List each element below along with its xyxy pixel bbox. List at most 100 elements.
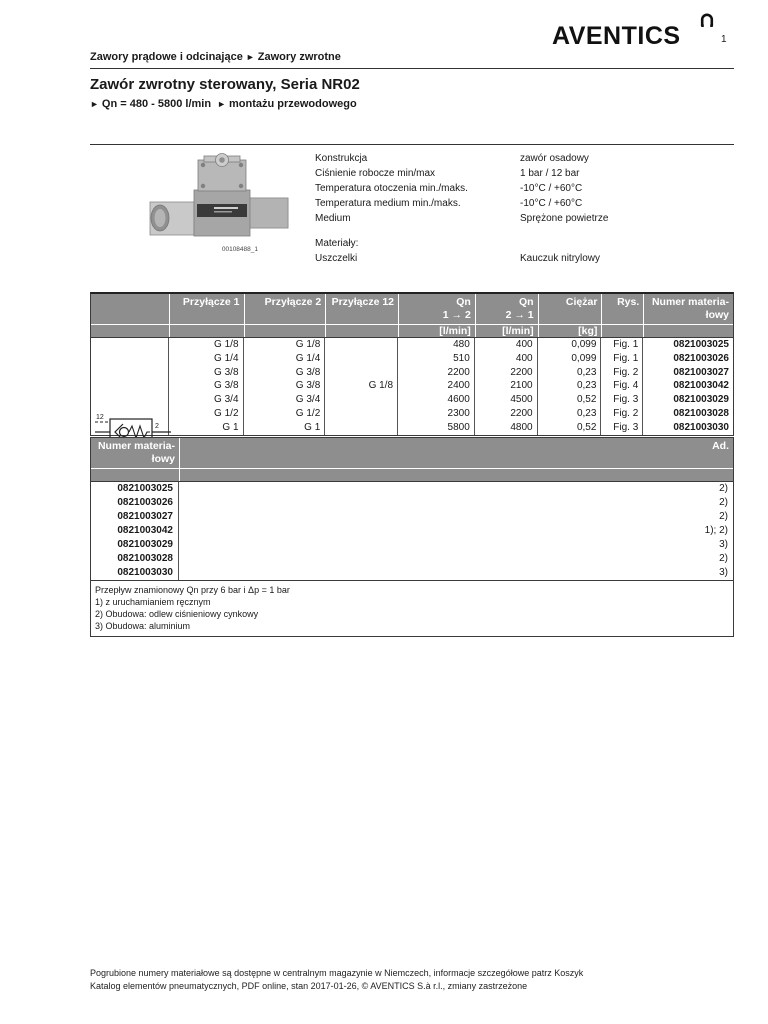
- flow-table-cell: 0,23: [538, 365, 602, 380]
- subtitle-item: montażu przewodowego: [228, 98, 357, 110]
- order-ad-value: 2): [719, 553, 728, 564]
- order-material-number: 0821003029: [91, 538, 179, 552]
- order-ad-value: 2): [719, 483, 728, 494]
- flow-table-cell: [325, 338, 399, 352]
- flow-table-cell: 2300: [398, 406, 475, 421]
- flow-table-cell: Fig. 1: [601, 351, 644, 366]
- order-ad-value: 1); 2): [704, 525, 728, 536]
- flow-table-cell: 2100: [475, 379, 538, 394]
- breadcrumb: Zawory prądowe i odcinające ► Zawory zwrot…: [90, 51, 341, 63]
- spec-value: Kauczuk nitrylowy: [520, 253, 601, 264]
- flow-table-header-cell: Qn 2 → 1: [474, 294, 538, 324]
- flow-table-cell: 0821003030: [673, 421, 729, 433]
- flow-table-cell: 0821003027: [673, 366, 729, 378]
- flow-table-header-cell: Przyłącze 2: [243, 294, 326, 324]
- flow-table-row: G 1/8 G 1/8 480 400 0,099 Fig. 1 0821003025: [91, 338, 733, 352]
- flow-table-cell: [325, 406, 399, 421]
- order-header-material: Numer materia-łowy: [97, 440, 175, 465]
- flow-table-cell: G 1/2: [169, 406, 244, 421]
- aventics-logo: AVENTICS: [552, 22, 681, 50]
- order-table-subheader: [91, 468, 733, 481]
- flow-table-cell: [91, 406, 169, 421]
- header-line: Ciężar: [565, 296, 598, 308]
- flow-table-cell: G 1/8: [325, 379, 399, 394]
- flow-table-cell: G 3/8: [244, 365, 326, 380]
- order-material-number: 0821003026: [91, 496, 179, 510]
- flow-table-header-cell: Rys.: [601, 294, 643, 324]
- flow-table-header-cell: Numer materia-łowy: [643, 294, 733, 324]
- aventics-a-icon: [700, 13, 714, 27]
- flow-table-cell: [91, 338, 169, 352]
- flow-table-header-cell: [91, 294, 169, 324]
- flow-table-unit-cell: [601, 325, 643, 337]
- bullet-arrow-icon: ►: [217, 99, 226, 109]
- spec-value: Sprężone powietrze: [520, 213, 609, 224]
- header-line: Przyłącze 12: [331, 296, 395, 308]
- flow-table-cell: G 3/8: [169, 365, 244, 380]
- bullet-arrow-icon: ►: [90, 99, 99, 109]
- spec-row: Temperatura medium min./maks. -10°C / +60…: [315, 196, 735, 211]
- flow-table-cell: [325, 351, 399, 366]
- flow-table-cell: 4800: [475, 420, 538, 435]
- flow-table-cell: 0,52: [538, 420, 602, 435]
- order-material-number: 0821003030: [91, 566, 179, 580]
- flow-table-cell: G 1/2: [244, 406, 326, 421]
- flow-table-cell: G 3/8: [169, 379, 244, 394]
- flow-table-cell: [91, 379, 169, 394]
- flow-table-unit-cell: [kg]: [537, 325, 602, 337]
- spec-row: Temperatura otoczenia min./maks. -10°C / …: [315, 181, 735, 196]
- spec-value: -10°C / +60°C: [520, 198, 583, 209]
- flow-table-cell: G 3/4: [244, 393, 326, 407]
- flow-table-cell: 2200: [398, 365, 475, 380]
- spec-value: 1 bar / 12 bar: [520, 168, 580, 179]
- flow-table-cell: G 1/4: [169, 351, 244, 366]
- spec-label: Medium: [315, 213, 351, 224]
- flow-table-row: G 1/2 G 1/2 2300 2200 0,23 Fig. 2 0821003028: [91, 406, 733, 421]
- flow-table-cell: Fig. 2: [601, 365, 644, 380]
- flow-table-cell: G 1/8: [244, 338, 326, 352]
- header-line: Przyłącze 2: [264, 296, 322, 308]
- flow-table-cell: [91, 365, 169, 380]
- footnote-line: 1) z uruchamianiem ręcznym: [95, 597, 211, 607]
- flow-table-cell: 0,23: [538, 406, 602, 421]
- subtitle-item: Qn = 480 - 5800 l/min: [101, 98, 212, 110]
- flow-table-cell: 2200: [475, 406, 538, 421]
- flow-table-cell: [91, 393, 169, 407]
- page-footer: Pogrubione numery materiałowe są dostępn…: [90, 967, 583, 992]
- order-material-number: 0821003028: [91, 552, 179, 566]
- breadcrumb-section: Zawory prądowe i odcinające: [90, 51, 243, 63]
- flow-table-cell: 2200: [475, 365, 538, 380]
- header-line: 2 → 1: [505, 308, 534, 321]
- flow-table-header-cell: Ciężar: [537, 294, 602, 324]
- footnote-line: 3) Obudowa: aluminium: [95, 621, 191, 631]
- flow-table-cell: 0,099: [538, 351, 602, 366]
- order-table-row: 0821003028 2): [91, 552, 733, 566]
- photo-caption: 00108488_1: [221, 246, 258, 253]
- flow-table-cell: G 3/4: [169, 393, 244, 407]
- flow-table-cell: Fig. 3: [601, 420, 644, 435]
- spec-label: Konstrukcja: [315, 153, 368, 164]
- footnote-line: Przepływ znamionowy Qn przy 6 bar i Δp =…: [95, 585, 290, 595]
- symbol-port-2-label: 2: [155, 423, 159, 430]
- flow-table-header: Przyłącze 1 Przyłącze 2 Przyłącze 12 Qn 1 → …: [91, 294, 733, 324]
- flow-table-header-cell: Przyłącze 12: [325, 294, 398, 324]
- flow-table-cell: 400: [475, 351, 538, 366]
- flow-table-cell: 400: [475, 338, 538, 352]
- flow-table-unit-cell: [91, 325, 169, 337]
- footnotes-block: Przepływ znamionowy Qn przy 6 bar i Δp =…: [91, 580, 733, 636]
- order-ad-value: 3): [719, 567, 728, 578]
- flow-table-cell: G 1/4: [244, 351, 326, 366]
- spec-label: Ciśnienie robocze min/max: [315, 168, 436, 179]
- flow-table-cell: Fig. 3: [601, 393, 644, 407]
- order-table-row: 0821003025 2): [91, 482, 733, 496]
- material-row: Uszczelki Kauczuk nitrylowy: [315, 251, 735, 266]
- flow-table-cell: 0,52: [538, 393, 602, 407]
- page-number: 1: [721, 34, 727, 45]
- flow-table-cell: [91, 420, 169, 435]
- flow-table-row: G 3/4 G 3/4 4600 4500 0,52 Fig. 3 0821003029: [91, 393, 733, 407]
- flow-table-cell: 0,23: [538, 379, 602, 394]
- header-line: Qn: [519, 296, 534, 308]
- order-material-number: 0821003042: [91, 524, 179, 538]
